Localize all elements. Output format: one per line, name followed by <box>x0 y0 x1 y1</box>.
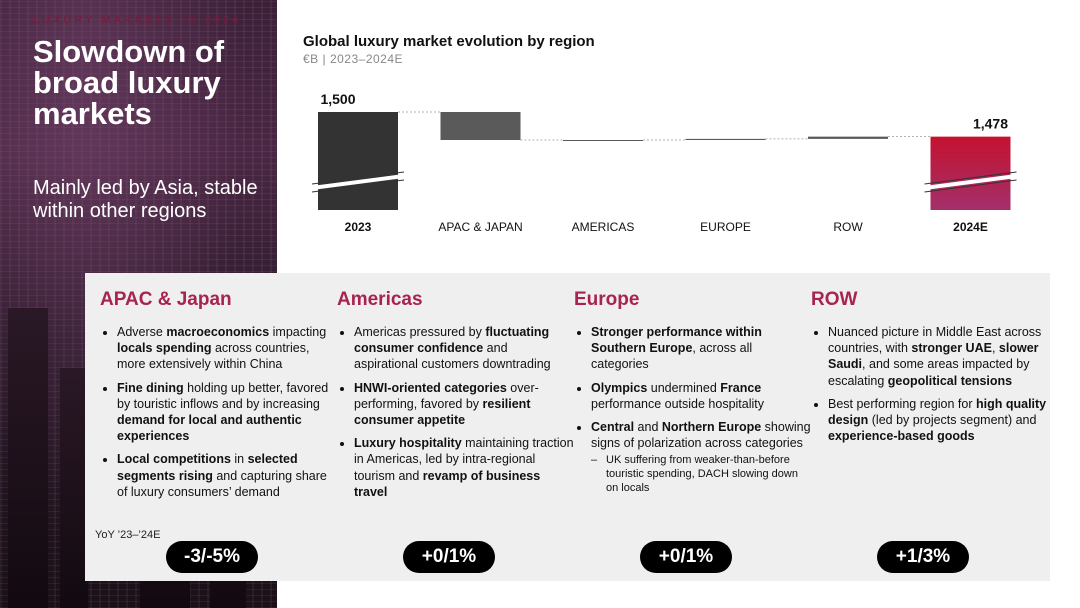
yoy-badge-row: +1/3% <box>877 541 969 573</box>
bar <box>808 136 888 139</box>
chart-title: Global luxury market evolution by region <box>303 33 595 50</box>
region-bullets: Stronger performance within Southern Eur… <box>574 324 811 502</box>
region-bullet: Local competitions in selected segments … <box>117 451 337 500</box>
axis-break <box>311 174 405 190</box>
regions-panel: APAC & Japan Adverse macroeconomics impa… <box>85 273 1050 581</box>
category-label: AMERICAS <box>572 220 635 234</box>
bar <box>563 140 643 141</box>
category-label: EUROPE <box>700 220 751 234</box>
region-bullet: Olympics undermined France performance o… <box>591 380 811 412</box>
hero-title: Slowdown of broad luxury markets <box>33 34 225 131</box>
region-title: ROW <box>811 289 858 310</box>
data-label: 1,500 <box>320 91 355 107</box>
region-sub-bullet: UK suffering from weaker-than-before tou… <box>591 453 811 495</box>
category-label: APAC & JAPAN <box>438 220 522 234</box>
axis-break <box>311 171 405 185</box>
city-skyline <box>8 308 48 608</box>
region-title: Americas <box>337 289 423 310</box>
yoy-label: YoY ’23–’24E <box>95 529 161 541</box>
yoy-badge-americas: +0/1% <box>403 541 495 573</box>
category-label: ROW <box>833 220 863 234</box>
bar <box>930 136 1011 210</box>
hero-kicker: LUXURY MARKETS IN 2024 <box>33 14 242 26</box>
region-bullets: Adverse macroeconomics impacting locals … <box>100 324 337 507</box>
region-title: Europe <box>574 289 640 310</box>
region-bullet: Nuanced picture in Middle East across co… <box>828 324 1048 389</box>
region-bullet: Adverse macroeconomics impacting locals … <box>117 324 337 373</box>
region-sub-bullets: UK suffering from weaker-than-before tou… <box>591 451 811 495</box>
axis-break <box>924 174 1017 190</box>
bar <box>685 138 766 140</box>
bar <box>318 112 398 210</box>
hero-subtitle: Mainly led by Asia, stable within other … <box>33 177 258 222</box>
region-bullet: Stronger performance within Southern Eur… <box>591 324 811 373</box>
region-bullet: Central and Northern Europe showing sign… <box>591 419 811 495</box>
waterfall-chart: 2023 1,500 APAC & JAPAN AMERICAS EUROPE ROW 20… <box>311 91 1017 234</box>
chart-subtitle: €B | 2023–2024E <box>303 52 404 66</box>
yoy-badge-apac: -3/-5% <box>166 541 258 573</box>
yoy-badge-europe: +0/1% <box>640 541 732 573</box>
region-bullet: HNWI-oriented categories over-performing… <box>354 380 574 429</box>
category-label: 2024E <box>953 220 988 234</box>
axis-break <box>924 171 1017 185</box>
region-bullet: Best performing region for high quality … <box>828 396 1048 445</box>
category-label: 2023 <box>345 220 372 234</box>
axis-break <box>924 179 1017 193</box>
region-bullet: Fine dining holding up better, favored b… <box>117 380 337 445</box>
region-bullets: Nuanced picture in Middle East across co… <box>811 324 1048 451</box>
data-label: 1,478 <box>973 116 1008 132</box>
region-bullet: Americas pressured by fluctuating consum… <box>354 324 574 373</box>
bar <box>440 112 521 140</box>
region-bullets: Americas pressured by fluctuating consum… <box>337 324 574 507</box>
region-title: APAC & Japan <box>100 289 232 310</box>
region-bullet: Luxury hospitality maintaining traction … <box>354 435 574 500</box>
city-skyline <box>60 368 88 608</box>
axis-break <box>311 179 405 193</box>
